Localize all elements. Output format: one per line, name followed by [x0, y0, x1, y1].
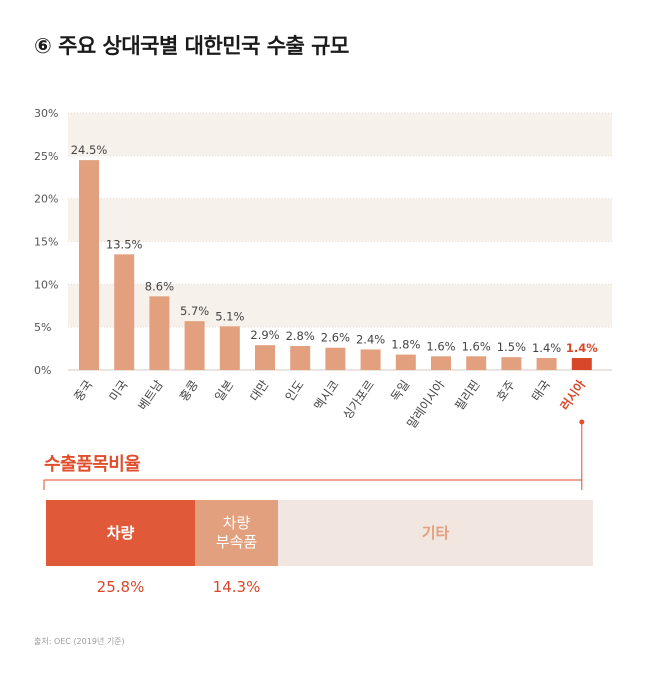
bar-value-label: 2.9% — [250, 328, 279, 342]
y-tick-label: 15% — [34, 236, 58, 249]
y-tick-label: 20% — [34, 193, 58, 206]
x-tick-label: 베트남 — [135, 378, 165, 413]
bar — [466, 356, 487, 370]
bar-value-label: 8.6% — [145, 279, 174, 293]
source-note: 출처: OEC (2019년 기준) — [34, 637, 125, 646]
y-tick-label: 25% — [34, 150, 58, 163]
x-tick-label: 홍콩 — [177, 378, 201, 404]
export-items-ratio-label: 수출품목비율 — [44, 454, 141, 475]
grid-band — [68, 113, 612, 156]
bar-value-label: 2.8% — [286, 329, 315, 343]
y-tick-label: 30% — [34, 107, 58, 120]
bar — [149, 296, 170, 370]
bar-value-label: 1.4% — [532, 341, 561, 355]
x-tick-label: 중국 — [71, 378, 95, 404]
segment-vehicles-percent: 25.8% — [96, 578, 145, 596]
bar — [184, 321, 205, 370]
x-tick-label: 인도 — [283, 378, 307, 404]
bar — [290, 346, 311, 370]
x-tick-label: 태국 — [529, 378, 553, 404]
bar-value-label: 24.5% — [71, 143, 108, 157]
bar-value-label: 1.8% — [391, 338, 420, 352]
bar — [219, 326, 240, 370]
segment-vehicle-parts-label-line2: 부속품 — [215, 533, 258, 551]
y-tick-label: 10% — [34, 278, 58, 291]
segment-vehicles-label: 차량 — [106, 523, 135, 542]
x-tick-label: 독일 — [388, 378, 412, 404]
segment-vehicle-parts-percent: 14.3% — [212, 578, 261, 596]
segment-others: 기타 — [278, 500, 593, 566]
x-tick-label: 러시아 — [557, 377, 588, 413]
x-tick-label: 필리핀 — [452, 378, 482, 413]
bar — [501, 357, 522, 370]
bar — [395, 354, 416, 370]
page-title: ⑥ 주요 상대국별 대한민국 수출 규모 — [34, 34, 349, 58]
x-tick-label: 미국 — [107, 378, 131, 404]
segment-others-label: 기타 — [421, 523, 450, 542]
bar-value-label: 2.6% — [321, 331, 350, 345]
segment-vehicles: 차량 — [46, 500, 195, 566]
x-tick-label: 싱가포르 — [340, 378, 377, 422]
bar — [431, 356, 451, 370]
segment-vehicle-parts: 차량 부속품 — [195, 500, 278, 566]
x-tick-label: 멕시코 — [311, 378, 341, 413]
bar — [536, 358, 557, 370]
x-tick-label: 일본 — [212, 378, 236, 404]
y-tick-label: 5% — [34, 321, 51, 334]
bar-value-label: 5.7% — [180, 304, 209, 318]
segment-vehicle-parts-label-line1: 차량 — [222, 514, 251, 532]
bar — [255, 345, 275, 370]
bar-value-label: 2.4% — [356, 332, 385, 346]
y-tick-label: 0% — [34, 364, 51, 377]
bar-value-label: 5.1% — [215, 309, 244, 323]
grid-band — [68, 198, 612, 242]
bar-value-label: 1.6% — [426, 339, 455, 353]
x-tick-label: 호주 — [494, 378, 518, 404]
x-tick-label: 대만 — [247, 378, 271, 404]
bar — [360, 349, 381, 370]
bar — [571, 358, 592, 370]
bar-value-label: 1.5% — [497, 340, 526, 354]
bar — [325, 347, 346, 370]
bar-value-label: 1.4% — [566, 341, 598, 355]
bar-value-label: 1.6% — [462, 339, 491, 353]
bar — [79, 160, 99, 370]
bar-value-label: 13.5% — [106, 237, 143, 251]
bar — [114, 254, 135, 370]
